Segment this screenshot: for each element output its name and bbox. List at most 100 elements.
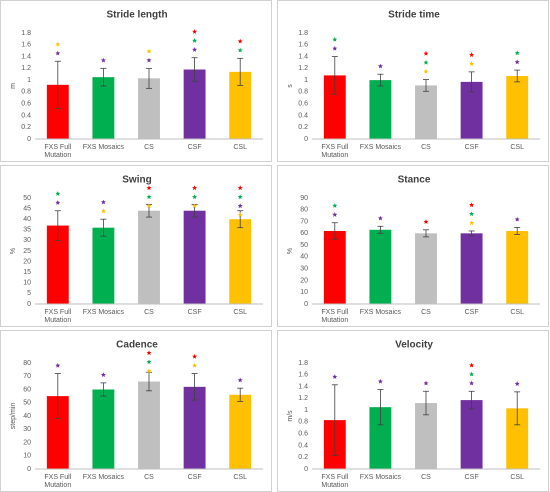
y-tick-label: 1.2: [298, 65, 308, 72]
y-tick-label: 0: [27, 136, 31, 143]
y-tick-label: 0.8: [21, 89, 31, 96]
significance-star: [146, 203, 152, 209]
x-tick-label: FXS Full Mutation: [44, 474, 72, 489]
y-tick-label: 1.8: [21, 30, 31, 37]
significance-star: [100, 372, 106, 377]
y-tick-label: 1.2: [21, 65, 31, 72]
y-tick-label: 1.4: [298, 383, 308, 390]
error-bar: [468, 71, 475, 93]
error-bar: [100, 218, 107, 237]
y-tick-label: 25: [23, 248, 31, 255]
y-tick-label: 1.6: [298, 372, 308, 379]
significance-star: [469, 220, 475, 226]
bar: [415, 85, 437, 139]
bar: [460, 233, 483, 304]
x-tick-label: CSL: [233, 474, 247, 481]
significance-star: [332, 203, 338, 208]
y-tick-label: 60: [300, 230, 308, 237]
significance-star: [514, 59, 520, 65]
y-tick-label: 0.4: [21, 112, 31, 119]
x-tick-label: CSF: [464, 309, 479, 316]
significance-star: [192, 29, 198, 34]
error-bar: [331, 56, 338, 95]
bar: [138, 381, 160, 469]
error-bar: [54, 60, 61, 109]
y-tick-label: 10: [23, 280, 31, 287]
y-tick-label: 0.8: [298, 419, 308, 426]
chart-title: Cadence: [116, 340, 158, 351]
x-tick-label: FXS Mosaics: [359, 309, 401, 316]
x-tick-label: FXS Mosaics: [82, 309, 124, 316]
x-tick-label: FXS Full Mutation: [44, 309, 72, 324]
bar: [506, 408, 529, 469]
error-bar: [514, 391, 521, 426]
bar: [323, 230, 346, 304]
bar: [369, 407, 392, 469]
y-axis-label: m: [10, 83, 17, 89]
y-tick-label: 0.6: [298, 101, 308, 108]
x-tick-label: CSL: [233, 309, 247, 316]
significance-star: [192, 363, 198, 368]
y-axis-label: s: [287, 84, 294, 88]
x-tick-label: CSL: [510, 144, 524, 151]
y-tick-label: 0.2: [298, 124, 308, 131]
x-tick-label: CSF: [187, 474, 202, 481]
bar: [460, 81, 483, 139]
chart-panel: Stride time s 0 0.2 0.4 0.6 0.8 1 1.2 1.4 1.6 1.8 FX…: [277, 0, 549, 162]
x-tick-label: CSF: [464, 474, 479, 481]
bar: [92, 227, 115, 304]
bar: [183, 69, 206, 139]
significance-star: [146, 57, 152, 63]
y-tick-label: 70: [23, 373, 31, 380]
x-tick-label: CS: [144, 309, 154, 316]
bar: [415, 403, 437, 469]
significance-star: [469, 52, 475, 57]
y-tick-label: 80: [300, 207, 308, 214]
chart-title: Velocity: [395, 340, 433, 351]
significance-star: [423, 59, 429, 65]
bar: [506, 230, 529, 304]
chart-panel: Stride length m 0 0.2 0.4 0.6 0.8 1 1.2 1.4 1.6 1.8…: [0, 0, 272, 162]
y-axis-label: m/s: [287, 410, 294, 422]
x-tick-label: FXS Full Mutation: [44, 144, 72, 159]
x-tick-label: FXS Full Mutation: [321, 144, 349, 159]
significance-star: [469, 61, 475, 66]
significance-star: [423, 380, 429, 386]
significance-star: [332, 36, 338, 42]
significance-star: [192, 185, 198, 191]
significance-star: [100, 208, 106, 214]
x-tick-label: CS: [421, 309, 431, 316]
significance-star: [469, 362, 475, 368]
significance-star: [237, 38, 243, 44]
bar: [92, 389, 115, 469]
significance-star: [423, 50, 429, 56]
y-tick-label: 0.4: [298, 442, 308, 449]
y-tick-label: 0: [304, 301, 308, 308]
error-bar: [331, 222, 338, 240]
y-tick-label: 0.4: [298, 112, 308, 119]
error-bar: [377, 389, 384, 426]
error-bar: [54, 210, 61, 241]
x-tick-label: FXS Mosaics: [82, 144, 124, 151]
chart: Velocity m/s 0 0.2 0.4 0.6 0.8 1 1.2 1.4 1.6 1.8: [287, 340, 540, 473]
significance-star: [192, 38, 198, 43]
error-bar: [514, 227, 521, 235]
y-tick-label: 0: [304, 466, 308, 473]
significance-star: [237, 377, 243, 383]
error-bar: [468, 230, 475, 237]
significance-star: [377, 63, 383, 69]
significance-star: [332, 45, 338, 51]
y-tick-label: 70: [300, 218, 308, 225]
y-tick-label: 5: [27, 290, 31, 297]
significance-star: [332, 374, 338, 379]
error-bar: [146, 67, 152, 89]
significance-star: [146, 185, 152, 191]
y-tick-label: 40: [23, 413, 31, 420]
significance-star: [55, 363, 61, 368]
error-bar: [377, 225, 384, 234]
significance-star: [55, 191, 61, 196]
y-tick-label: 90: [300, 195, 308, 202]
error-bar: [237, 57, 244, 86]
y-axis-label: step/min: [10, 403, 17, 430]
significance-star: [469, 371, 475, 377]
